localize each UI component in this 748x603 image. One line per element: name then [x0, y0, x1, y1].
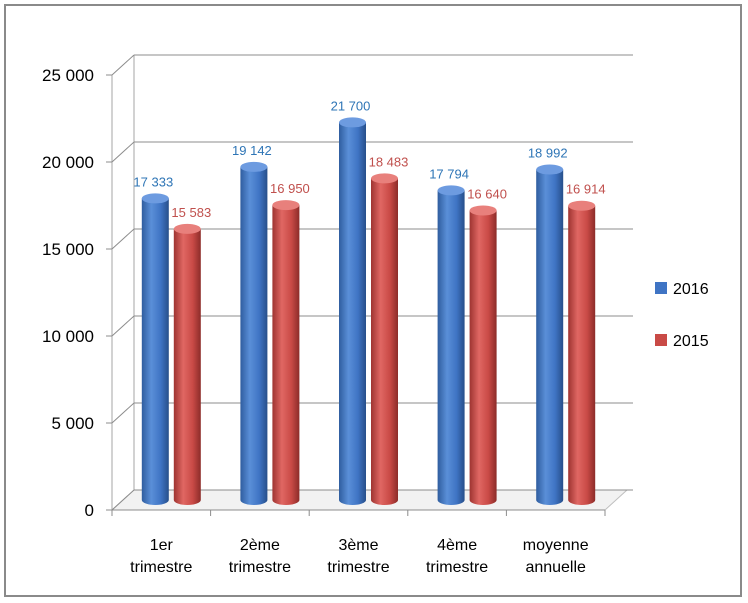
x-tick-label-line: 3ème: [338, 537, 378, 554]
gridline-side: [111, 315, 135, 337]
bar-2016-1: [141, 193, 169, 505]
bar-2015-5: [568, 200, 596, 505]
data-label-2016: 18 992: [528, 146, 568, 161]
legend-label-2015: 2015: [673, 333, 709, 350]
bar-2015-3: [371, 173, 398, 505]
bar-body: [437, 190, 465, 505]
data-labels: 17 333 15 583 19 142 16 950 21 700 18 483 17 7…: [133, 98, 605, 219]
bar-2016-2: [240, 161, 268, 505]
bar-2015-4: [469, 205, 497, 506]
bar-top: [272, 200, 300, 211]
legend-label-2016: 2016: [673, 281, 709, 298]
x-tick-label: 4ème trimestre: [426, 537, 488, 576]
y-tick-label: 5 000: [51, 414, 94, 433]
bar-2015-2: [272, 200, 300, 505]
x-tick-label-line: trimestre: [327, 559, 389, 576]
data-label-2016: 19 142: [232, 143, 272, 158]
bar-2015-1: [173, 223, 201, 505]
bar-top: [536, 164, 564, 175]
x-tick-label: 1er trimestre: [130, 537, 192, 576]
x-tick-label-line: 4ème: [437, 537, 477, 554]
x-tick-label: 2ème trimestre: [229, 537, 291, 576]
bar-body: [371, 178, 398, 505]
bar-top: [469, 205, 497, 216]
bar-body: [240, 166, 268, 505]
gridline-side: [111, 141, 135, 163]
y-tick-label: 20 000: [42, 153, 94, 172]
bar-body: [272, 205, 300, 505]
legend: 2016 2015: [655, 281, 709, 350]
bar-body: [469, 210, 497, 506]
bar-body: [568, 205, 596, 505]
bar-top: [371, 173, 398, 184]
gridline-side: [111, 489, 135, 511]
legend-swatch-2015: [655, 334, 667, 346]
data-label-2015: 18 483: [369, 154, 409, 169]
bar-top: [437, 185, 465, 196]
bar-body: [536, 169, 564, 506]
data-label-2015: 16 914: [566, 182, 606, 197]
data-label-2016: 17 794: [429, 166, 469, 181]
data-label-2015: 15 583: [171, 205, 211, 220]
legend-swatch-2016: [655, 282, 667, 294]
x-tick-label-line: moyenne: [523, 537, 589, 554]
y-tick-label: 25 000: [42, 66, 94, 85]
bar-2016-3: [339, 117, 366, 506]
bar-top: [173, 223, 201, 234]
bar-2016-4: [437, 185, 465, 505]
x-tick-label: 3ème trimestre: [327, 537, 389, 576]
bars: [141, 117, 596, 506]
gridline-side: [111, 402, 135, 424]
data-label-2015: 16 640: [467, 186, 507, 201]
bar-top: [339, 117, 366, 128]
bar-top: [141, 193, 169, 204]
data-label-2016: 21 700: [331, 98, 371, 113]
x-tick-label-line: 2ème: [240, 537, 280, 554]
bar-body: [141, 198, 169, 505]
x-tick-label-line: trimestre: [229, 559, 291, 576]
gridline-side: [111, 54, 135, 76]
y-tick-label: 0: [85, 501, 94, 520]
x-tick-label: moyenne annuelle: [523, 537, 589, 576]
bar-body: [173, 228, 201, 505]
x-tick-label-line: annuelle: [525, 559, 586, 576]
x-tick-label-line: trimestre: [130, 559, 192, 576]
y-tick-label: 10 000: [42, 327, 94, 346]
x-tick-label-line: trimestre: [426, 559, 488, 576]
y-axis: 0 5 000 10 000 15 000 20 000 25 000: [42, 66, 112, 520]
bar-top: [568, 200, 596, 211]
bar-2016-5: [536, 164, 564, 506]
x-tick-label-line: 1er: [150, 537, 174, 554]
bar-top: [240, 161, 268, 172]
data-label-2015: 16 950: [270, 181, 310, 196]
bar-body: [339, 122, 366, 506]
gridline-side: [111, 228, 135, 250]
data-label-2016: 17 333: [133, 174, 173, 189]
y-tick-label: 15 000: [42, 240, 94, 259]
